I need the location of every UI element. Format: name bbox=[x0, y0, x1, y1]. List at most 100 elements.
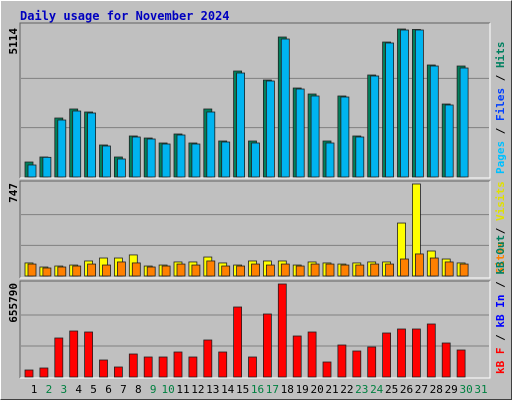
side-label: Pages / Files / Hits bbox=[494, 42, 507, 175]
bar bbox=[355, 136, 365, 178]
bar bbox=[203, 339, 213, 378]
chart-title: Daily usage for November 2024 bbox=[20, 9, 230, 23]
bar bbox=[72, 110, 82, 178]
bar bbox=[325, 263, 335, 277]
bar bbox=[42, 156, 52, 178]
bar bbox=[459, 263, 469, 277]
bar bbox=[236, 72, 246, 178]
side-label-part: Visits bbox=[494, 181, 507, 221]
bar bbox=[27, 164, 37, 178]
bar bbox=[102, 145, 111, 178]
bar bbox=[221, 141, 231, 178]
bar bbox=[87, 263, 96, 277]
bar bbox=[340, 96, 350, 178]
side-label-part: / bbox=[494, 68, 507, 88]
side-label: Sites / Visits bbox=[494, 181, 507, 274]
side-label-part: / bbox=[494, 275, 507, 295]
y-tick-label: 747 bbox=[7, 183, 20, 203]
bar bbox=[161, 143, 171, 178]
bar bbox=[265, 264, 275, 277]
bar bbox=[370, 263, 380, 277]
bar bbox=[191, 264, 201, 277]
bar bbox=[280, 263, 290, 277]
x-tick-label: 21 bbox=[325, 383, 338, 396]
x-tick-label: 15 bbox=[236, 383, 249, 396]
bar bbox=[325, 142, 335, 178]
x-tick-label: 24 bbox=[370, 383, 384, 396]
y-tick-label: 655790 bbox=[7, 283, 20, 323]
bar bbox=[221, 265, 231, 277]
bar bbox=[27, 263, 37, 277]
bar bbox=[295, 88, 305, 178]
bar bbox=[337, 344, 347, 378]
bar bbox=[340, 264, 350, 277]
bar bbox=[54, 337, 64, 378]
x-tick-label: 7 bbox=[120, 383, 127, 396]
bar bbox=[456, 349, 466, 378]
bar bbox=[117, 158, 126, 178]
bar bbox=[131, 262, 141, 277]
bar bbox=[233, 306, 243, 378]
bar bbox=[429, 257, 439, 277]
x-tick-label: 4 bbox=[75, 383, 82, 396]
x-tick-label: 12 bbox=[191, 383, 204, 396]
x-tick-label: 26 bbox=[400, 383, 413, 396]
bar bbox=[397, 328, 406, 378]
side-label-part: kB In bbox=[494, 295, 507, 328]
bar bbox=[158, 356, 168, 378]
bar bbox=[385, 263, 395, 277]
side-label-part: / bbox=[494, 221, 507, 241]
bar bbox=[355, 264, 365, 277]
bar bbox=[414, 29, 424, 178]
x-tick-label: 30 bbox=[459, 383, 472, 396]
x-tick-label: 31 bbox=[474, 383, 487, 396]
side-label: kB F / kB In / kB Out bbox=[494, 235, 507, 374]
bar bbox=[191, 143, 201, 178]
bar bbox=[295, 265, 305, 277]
bar bbox=[218, 351, 228, 378]
x-tick-label: 27 bbox=[415, 383, 428, 396]
x-tick-label: 1 bbox=[31, 383, 38, 396]
bar bbox=[292, 335, 302, 378]
x-tick-label: 13 bbox=[206, 383, 219, 396]
x-tick-label: 25 bbox=[385, 383, 398, 396]
bar bbox=[310, 263, 320, 277]
bar bbox=[251, 263, 260, 277]
panel-bevel-dark bbox=[19, 280, 490, 378]
bar bbox=[114, 366, 123, 378]
bar bbox=[370, 75, 380, 178]
side-label-part: / bbox=[494, 328, 507, 348]
side-label-part: / bbox=[494, 121, 507, 141]
bar bbox=[161, 265, 171, 277]
bar bbox=[459, 67, 469, 178]
side-label-part: Hits bbox=[494, 42, 507, 69]
bar bbox=[352, 350, 362, 378]
bar bbox=[367, 346, 377, 378]
side-label-part: Files bbox=[494, 88, 507, 121]
panel-bevel-dark bbox=[19, 180, 490, 278]
bar bbox=[206, 111, 216, 178]
bar bbox=[322, 361, 332, 378]
panel-bevel-dark bbox=[19, 22, 490, 178]
bar bbox=[248, 356, 257, 378]
bar bbox=[236, 265, 246, 277]
bar bbox=[429, 65, 439, 178]
bar bbox=[128, 353, 138, 378]
bar bbox=[411, 328, 421, 378]
side-label-part: Sites bbox=[494, 241, 507, 274]
y-tick-label: 5114 bbox=[7, 28, 20, 55]
x-tick-label: 18 bbox=[281, 383, 294, 396]
panel-bevel-light bbox=[20, 23, 491, 179]
bar bbox=[444, 104, 454, 178]
side-label-part: kB F bbox=[494, 348, 507, 375]
bar bbox=[99, 359, 108, 378]
bar bbox=[307, 331, 317, 378]
x-tick-label: 2 bbox=[46, 383, 53, 396]
x-tick-label: 6 bbox=[105, 383, 112, 396]
x-tick-label: 22 bbox=[340, 383, 353, 396]
bar bbox=[87, 112, 96, 178]
x-tick-label: 14 bbox=[221, 383, 235, 396]
x-tick-label: 5 bbox=[90, 383, 97, 396]
bar bbox=[102, 264, 111, 277]
x-tick-label: 23 bbox=[355, 383, 368, 396]
